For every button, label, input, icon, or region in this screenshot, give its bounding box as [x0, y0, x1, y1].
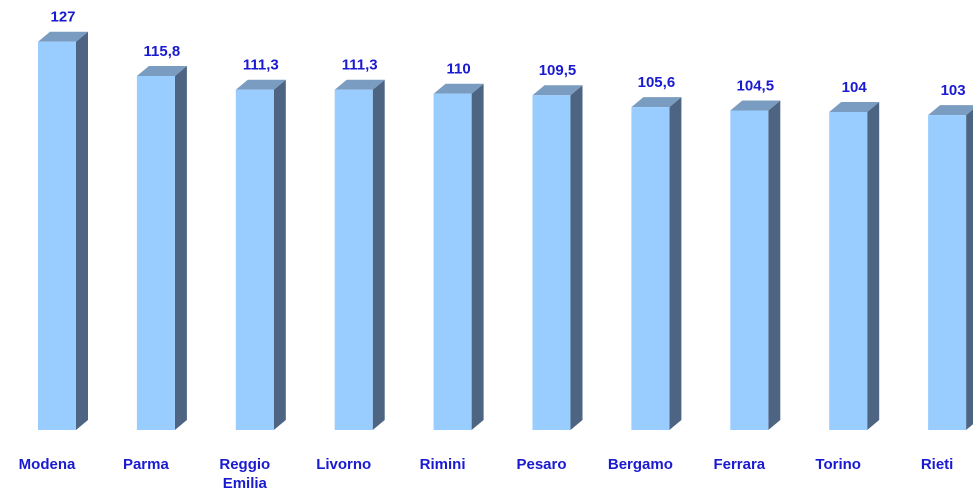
bar-side — [174, 65, 187, 431]
data-label: 111,3 — [342, 57, 378, 74]
data-label: 110 — [446, 61, 470, 78]
bar-top — [433, 83, 484, 94]
bar — [334, 79, 385, 431]
bar — [928, 105, 973, 430]
bar-top — [730, 100, 781, 111]
data-label: 109,5 — [539, 62, 577, 79]
bar-side — [669, 97, 682, 430]
x-tick-label: Livorno — [316, 456, 372, 473]
bar-front — [334, 89, 373, 431]
data-label: 127 — [50, 9, 75, 26]
x-tick-label: Bergamo — [607, 456, 673, 473]
bar-front — [928, 115, 967, 430]
bar-top — [38, 31, 88, 42]
bar-front — [631, 107, 670, 430]
x-tick-label: Parma — [122, 456, 169, 473]
bar-side — [471, 83, 484, 430]
bar — [38, 31, 88, 430]
bar-front — [38, 41, 76, 430]
bar-front — [532, 95, 571, 430]
bar — [136, 65, 187, 431]
data-label: 104,5 — [737, 78, 775, 95]
bar — [730, 100, 781, 431]
bar-front — [235, 89, 274, 431]
bar-top — [136, 65, 187, 76]
bar-front — [433, 93, 472, 430]
bar-front — [829, 112, 868, 431]
bar-front — [136, 75, 175, 431]
x-tick-label: Ferrara — [713, 456, 766, 473]
bar-side — [768, 100, 781, 431]
bar-top — [235, 79, 286, 90]
bar-front — [730, 110, 769, 431]
x-tick-label: Reggio Emilia — [219, 456, 271, 492]
x-tick-label: Torino — [815, 456, 861, 473]
data-label: 103 — [941, 82, 966, 99]
bar-top — [532, 85, 583, 96]
bar-side — [372, 79, 385, 431]
bar — [235, 79, 286, 431]
bar-side — [273, 79, 286, 431]
x-tick-label: Rieti — [920, 456, 954, 473]
bar — [433, 83, 484, 430]
bar-side — [570, 85, 583, 430]
data-label: 105,6 — [638, 74, 676, 91]
x-tick-label: Modena — [18, 456, 76, 473]
bar-top — [928, 105, 973, 116]
bar-side — [966, 109, 973, 430]
bar-top — [631, 97, 682, 108]
data-label: 104 — [842, 79, 868, 96]
bar-side — [867, 102, 880, 431]
bar — [829, 102, 880, 431]
data-label: 115,8 — [144, 43, 181, 60]
bar-top — [334, 79, 385, 90]
bar — [631, 97, 682, 430]
x-tick-label: Pesaro — [516, 456, 567, 473]
bar-top — [829, 102, 880, 113]
data-label: 111,3 — [243, 57, 279, 74]
bar-side — [76, 31, 88, 430]
bar — [532, 85, 583, 430]
x-tick-label: Rimini — [419, 456, 466, 473]
